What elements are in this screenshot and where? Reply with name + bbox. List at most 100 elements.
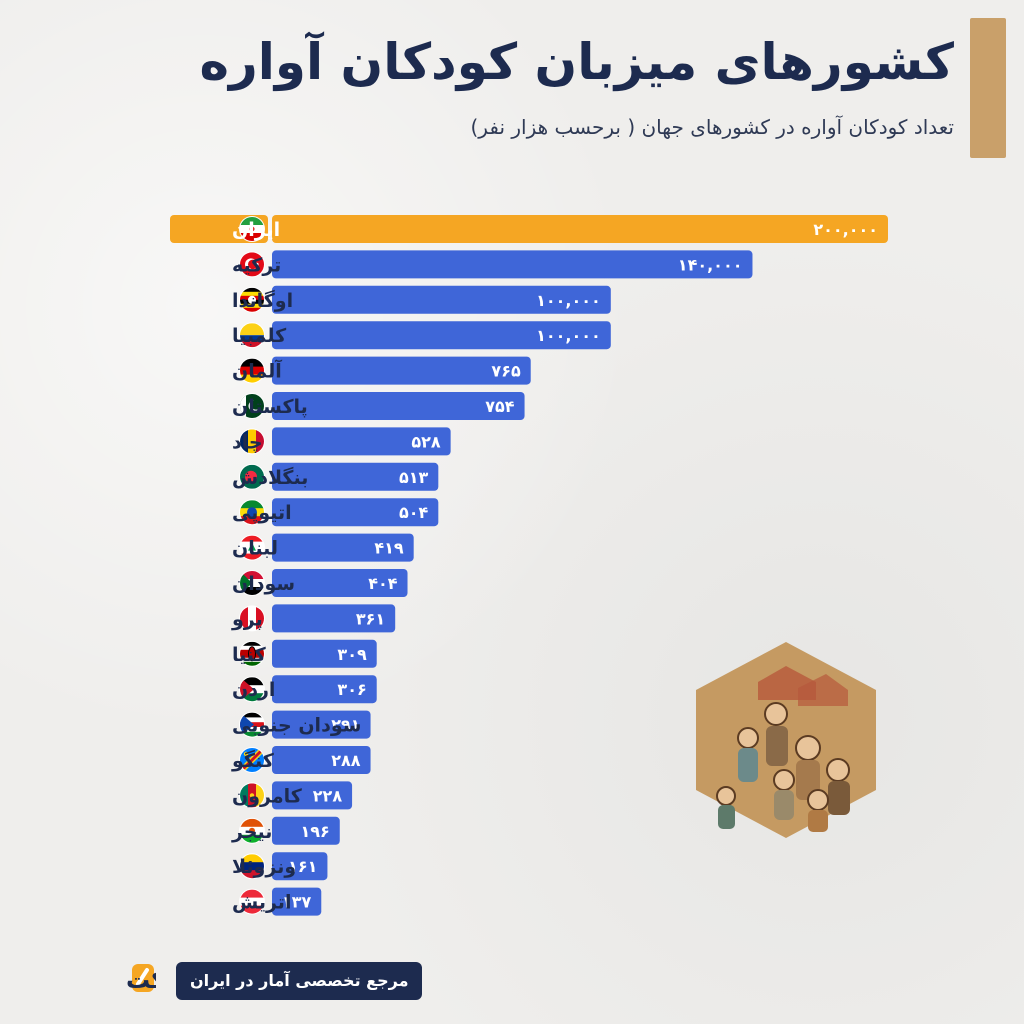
country-label: لبنان <box>232 538 278 560</box>
bar <box>272 887 322 916</box>
bar-value-label: ۳۰۶ <box>337 680 366 699</box>
bar-row: ۱۰۰,۰۰۰ کلمبیا <box>232 321 611 350</box>
chad-flag-icon <box>239 428 265 455</box>
bar-row: ۵۱۳ بنگلادش <box>232 462 439 491</box>
country-label: سودان <box>232 573 295 595</box>
bar <box>272 427 451 456</box>
bar <box>272 498 439 527</box>
bar <box>272 675 377 704</box>
bar <box>272 285 611 314</box>
brand-tagline-badge: مرجع تخصصی آمار در ایران <box>176 962 423 1000</box>
uganda-flag-icon <box>239 286 265 313</box>
bar-value-label: ۷۵۴ <box>485 397 515 416</box>
bar-row: ۴۰۴ سودان <box>232 569 408 597</box>
bar <box>272 569 408 597</box>
country-label: کلمبیا <box>232 325 287 347</box>
lebanon-flag-icon <box>239 534 265 561</box>
bar-row: ۳۰۶ اردن <box>232 675 377 704</box>
country-label: کامرون <box>232 785 303 807</box>
bar-value-label: ۵۲۸ <box>411 432 441 451</box>
brand-logo: آمارفکت <box>126 964 156 994</box>
country-label: ترکیه <box>232 254 281 276</box>
bar-value-label: ۲۰۰,۰۰۰ <box>813 220 878 239</box>
bar-row: ۲۰۰,۰۰۰ ایران <box>170 215 888 243</box>
bar-row: ۷۶۵ آلمان <box>232 356 531 385</box>
page-subtitle: تعداد کودکان آواره در کشورهای جهان ( برح… <box>470 115 954 139</box>
country-label: چاد <box>232 431 263 453</box>
bar <box>272 816 340 845</box>
jordan-flag-icon <box>239 676 265 703</box>
bar-value-label: ۳۰۹ <box>337 645 367 664</box>
bar-value-label: ۵۱۳ <box>399 468 429 487</box>
bar-row: ۳۰۹ کنیا <box>232 639 377 668</box>
bar-value-label: ۱۳۷ <box>282 893 312 912</box>
niger-flag-icon <box>239 817 265 844</box>
south-sudan-flag-icon <box>239 711 265 738</box>
bar-row: ۲۲۸ کامرون <box>232 781 353 810</box>
colombia-flag-icon <box>239 322 265 349</box>
children-illustration <box>696 642 876 838</box>
bar-value-label: ۱۰۰,۰۰۰ <box>536 291 601 310</box>
bar <box>272 250 753 279</box>
bar <box>272 321 611 350</box>
bar <box>272 639 377 668</box>
turkey-flag-icon <box>239 251 265 278</box>
dr-congo-flag-icon <box>239 747 265 773</box>
bar-row: ۲۸۸ کنگو <box>231 746 371 774</box>
bar-value-label: ۲۹۱ <box>331 716 360 735</box>
bar-row: ۴۱۹ لبنان <box>232 533 414 562</box>
bar-value-label: ۲۲۸ <box>313 786 343 805</box>
country-label: پرو <box>231 608 263 630</box>
bar <box>272 533 414 562</box>
bar-value-label: ۱۴۰,۰۰۰ <box>678 255 743 274</box>
iran-flag-icon <box>239 216 265 242</box>
bar-value-label: ۵۰۴ <box>399 503 429 522</box>
bar-value-label: ۱۰۰,۰۰۰ <box>536 326 601 345</box>
bar-value-label: ۷۶۵ <box>491 362 521 381</box>
bar <box>272 852 328 881</box>
bar <box>272 746 371 774</box>
bar-row: ۱۰۰,۰۰۰ اوگاندا <box>232 285 611 314</box>
country-label: اردن <box>232 679 275 701</box>
country-label: پاکستان <box>232 396 308 418</box>
austria-flag-icon <box>239 888 265 915</box>
bar <box>272 356 531 385</box>
bar-value-label: ۴۰۴ <box>368 574 398 593</box>
bar-row: ۷۵۴ پاکستان <box>232 392 525 420</box>
peru-flag-icon <box>239 605 265 632</box>
bar <box>272 215 888 243</box>
bar-row: ۱۹۶ نیجر <box>231 816 340 845</box>
bar <box>272 462 439 491</box>
brand-name: آمارفکت <box>126 965 156 994</box>
country-label: نیجر <box>231 821 272 843</box>
sudan-flag-icon <box>239 570 265 596</box>
country-label: ایران <box>232 219 280 241</box>
bar-value-label: ۱۶۱ <box>288 857 317 876</box>
country-label: اوگاندا <box>232 289 293 312</box>
kenya-flag-icon <box>239 640 265 667</box>
bar-row: ۱۴۰,۰۰۰ ترکیه <box>232 250 753 279</box>
country-label: بنگلادش <box>232 466 308 489</box>
title-accent-bar <box>970 18 1006 158</box>
country-label: اتیوپی <box>232 502 292 524</box>
germany-flag-icon <box>239 357 265 384</box>
country-label: کنیا <box>232 644 267 666</box>
pakistan-flag-icon <box>239 393 265 419</box>
bar-value-label: ۳۶۱ <box>356 609 385 628</box>
country-label: آلمان <box>232 359 282 383</box>
country-label: اتریش <box>232 892 291 914</box>
bar-row: ۵۰۴ اتیوپی <box>232 498 439 527</box>
bar-value-label: ۲۸۸ <box>331 751 361 770</box>
country-label: ونزوئلا <box>232 856 296 878</box>
country-label: سودان جنوبی <box>232 715 361 737</box>
bar-value-label: ۴۱۹ <box>374 539 404 558</box>
venezuela-flag-icon <box>239 853 265 880</box>
bangladesh-flag-icon <box>239 463 265 490</box>
bar <box>272 710 371 739</box>
ethiopia-flag-icon <box>239 499 265 526</box>
bar-value-label: ۱۹۶ <box>300 822 329 841</box>
bar-row: ۵۲۸ چاد <box>232 427 451 456</box>
